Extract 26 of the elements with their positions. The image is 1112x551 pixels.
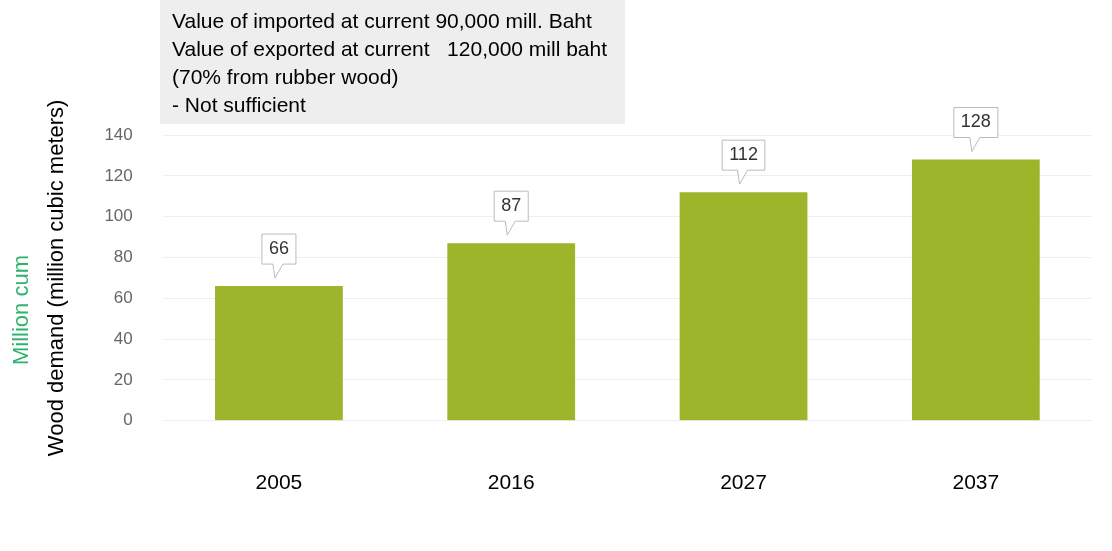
y-tick-label: 140 <box>104 124 133 144</box>
text: Value of exported at current 120,000 mill baht <box>172 36 608 60</box>
text: Million cum <box>8 254 34 366</box>
bar <box>911 159 1040 421</box>
y-tick-label: 20 <box>113 369 133 389</box>
y-tick-label: 40 <box>113 328 133 348</box>
x-tick-label: 2037 <box>952 470 1000 494</box>
x-tick-label: 2005 <box>255 470 303 494</box>
text: Value of imported at current 90,000 mill. Baht <box>172 8 592 32</box>
data-label: 87 <box>501 195 522 216</box>
bar <box>679 192 808 421</box>
text: (70% from rubber wood) <box>172 64 399 88</box>
y-tick-label: 100 <box>104 206 133 226</box>
y-tick-label: 60 <box>113 288 133 307</box>
data-label: 66 <box>268 238 289 259</box>
y-tick-label: 120 <box>104 165 133 185</box>
data-label: 128 <box>960 111 991 132</box>
x-tick-label: 2027 <box>720 470 767 494</box>
x-tick-label: 2016 <box>487 470 535 494</box>
data-label: 112 <box>729 144 758 165</box>
bar <box>447 243 576 421</box>
y-tick-label: 80 <box>113 247 133 267</box>
y-tick-label: 0 <box>123 410 133 430</box>
bar <box>215 286 343 421</box>
text: - Not sufficient <box>172 92 306 116</box>
y-axis-title: Wood demand (million cubic meters) <box>43 99 69 457</box>
